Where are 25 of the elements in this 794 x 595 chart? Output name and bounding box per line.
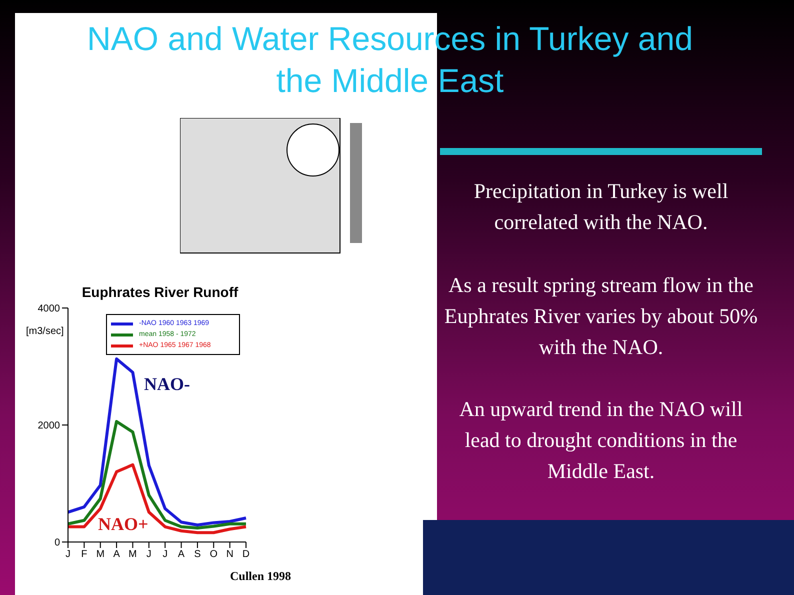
- x-tick-label: O: [210, 549, 218, 560]
- x-tick-label: M: [128, 549, 137, 560]
- annotation: NAO+: [98, 514, 148, 535]
- y-tick-label: 2000: [38, 420, 60, 432]
- x-tick-label: F: [81, 549, 88, 560]
- x-tick-label: N: [226, 549, 234, 560]
- line-series: [66, 463, 248, 534]
- line-series: [66, 420, 248, 530]
- y-tick-label: 0: [54, 538, 60, 549]
- x-tick-label: M: [96, 549, 105, 560]
- chart-title: Euphrates River Runoff: [80, 284, 240, 300]
- x-tick-label: A: [113, 549, 120, 560]
- y-axis-title: [m3/sec]: [26, 326, 64, 337]
- x-tick-label: J: [146, 549, 152, 560]
- x-tick-label: D: [242, 549, 250, 560]
- annotation: NAO-: [144, 374, 190, 395]
- x-tick-label: A: [178, 549, 185, 560]
- y-tick-label: 4000: [38, 304, 60, 315]
- text: Precipitation in Turkey is well correlated with the NAO.: [472, 178, 730, 236]
- x-tick-label: J: [66, 549, 70, 560]
- text: Cullen 1998: [230, 569, 292, 584]
- text: As a result spring stream flow in the Euphrates River varies by about 50% with the NAO.: [443, 272, 759, 361]
- x-tick-label: J: [162, 549, 168, 560]
- x-tick-label: S: [194, 549, 202, 560]
- text: An upward trend in the NAO will lead to drought conditions in the Middle East.: [458, 396, 744, 485]
